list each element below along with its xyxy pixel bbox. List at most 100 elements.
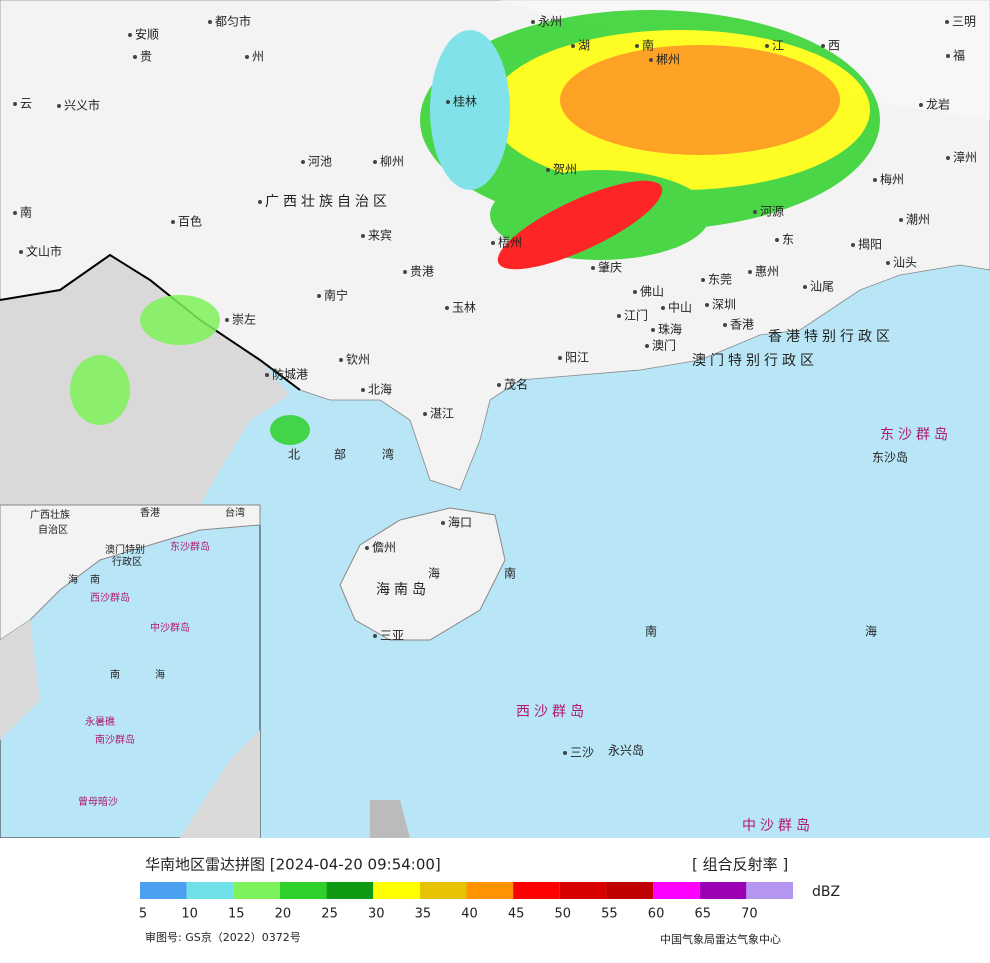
- place-label: 贵港: [410, 265, 434, 279]
- city-dot: [748, 270, 752, 274]
- place-label: 茂名: [504, 377, 528, 392]
- city-dot: [531, 20, 535, 24]
- legend-swatch: [233, 882, 280, 899]
- place-label: 西沙群岛: [516, 704, 588, 720]
- city-dot: [946, 156, 950, 160]
- legend-tick: 40: [461, 907, 478, 922]
- legend-swatch: [326, 882, 374, 899]
- legend-tick: 5: [139, 907, 147, 922]
- legend-swatch: [373, 882, 420, 899]
- place-label: 湛江: [430, 407, 454, 421]
- city-dot: [441, 521, 445, 525]
- inset-label: 海: [155, 668, 165, 681]
- unit: dBZ: [812, 884, 840, 900]
- city-dot: [317, 294, 321, 298]
- place-label: 海: [865, 624, 877, 639]
- city-dot: [361, 234, 365, 238]
- inset-label: 台湾: [225, 506, 245, 519]
- legend-tick: 60: [648, 907, 665, 922]
- legend-tick: 55: [601, 907, 618, 922]
- place-label: 江: [772, 39, 784, 53]
- place-label: 钦州: [346, 353, 370, 367]
- place-label: 香港特别行政区: [768, 329, 894, 345]
- place-label: 惠州: [755, 265, 779, 279]
- border: [0, 253, 301, 391]
- place-label: 汕头: [893, 256, 917, 270]
- city-dot: [491, 241, 495, 245]
- place-label: 郴州: [656, 53, 680, 67]
- place-label: 东: [782, 233, 794, 247]
- coast: [370, 800, 410, 838]
- city-dot: [563, 751, 567, 755]
- place-label: 防城港: [272, 367, 308, 382]
- legend-tick: 45: [508, 907, 525, 922]
- city-dot: [546, 168, 550, 172]
- place-label: 三沙: [570, 746, 594, 760]
- place-label: 东沙群岛: [880, 427, 952, 443]
- city-dot: [245, 55, 249, 59]
- inset-label: 南: [110, 668, 120, 681]
- legend-swatch: [466, 882, 514, 899]
- place-label: 部: [334, 447, 346, 462]
- city-dot: [171, 220, 175, 224]
- place-label: 揭阳: [858, 237, 882, 252]
- place-label: 百色: [178, 215, 202, 229]
- city-dot: [265, 373, 269, 377]
- city-dot: [873, 178, 877, 182]
- legend-tick: 25: [321, 907, 338, 922]
- inset-vietnam: [0, 620, 40, 740]
- legend-tick: 15: [228, 907, 245, 922]
- city-dot: [821, 44, 825, 48]
- city-dot: [945, 20, 949, 24]
- place-label: 崇左: [232, 312, 256, 327]
- inset-label: 中沙群岛: [150, 621, 190, 634]
- source: 中国气象局雷达气象中心: [660, 932, 781, 946]
- inset-label: 永暑礁: [85, 715, 115, 728]
- place-label: 汕尾: [810, 280, 834, 294]
- city-dot: [701, 278, 705, 282]
- place-label: 中山: [668, 300, 692, 315]
- legend-swatch: [279, 882, 327, 899]
- city-dot: [128, 33, 132, 37]
- city-dot: [446, 100, 450, 104]
- place-label: 三明: [952, 15, 976, 29]
- inset-label: 香港: [140, 507, 160, 519]
- city-dot: [886, 261, 890, 265]
- place-label: 湾: [382, 447, 394, 462]
- place-label: 州: [252, 50, 264, 64]
- place-label: 来宾: [368, 228, 392, 243]
- place-label: 贺州: [553, 163, 577, 177]
- city-dot: [373, 634, 377, 638]
- place-label: 海南岛: [376, 582, 430, 598]
- approval: 审图号: GS京（2022）0372号: [145, 930, 301, 944]
- city-dot: [651, 328, 655, 332]
- place-label: 南: [645, 624, 657, 639]
- place-label: 江门: [624, 308, 648, 323]
- place-label: 兴义市: [64, 98, 100, 113]
- city-dot: [339, 358, 343, 362]
- place-label: 龙岩: [926, 97, 950, 112]
- place-label: 南: [642, 38, 654, 53]
- place-label: 三亚: [380, 629, 404, 643]
- inset-label: 南沙群岛: [95, 733, 135, 746]
- legend-tick: 50: [555, 907, 572, 922]
- city-dot: [633, 290, 637, 294]
- city-dot: [753, 210, 757, 214]
- place-label: 文山市: [26, 244, 62, 259]
- place-label: 南宁: [324, 288, 348, 303]
- city-dot: [765, 44, 769, 48]
- place-label: 东沙岛: [872, 450, 908, 465]
- city-dot: [19, 250, 23, 254]
- place-label: 海: [428, 566, 440, 581]
- city-dot: [635, 44, 639, 48]
- city-dot: [803, 285, 807, 289]
- legend-swatch: [606, 882, 654, 899]
- legend-swatch: [746, 882, 793, 899]
- inset-borneo: [180, 730, 260, 838]
- place-label: 珠海: [658, 322, 682, 337]
- legend-swatch: [653, 882, 700, 899]
- city-dot: [919, 103, 923, 107]
- place-label: 桂林: [453, 94, 477, 109]
- place-label: 阳江: [565, 351, 589, 365]
